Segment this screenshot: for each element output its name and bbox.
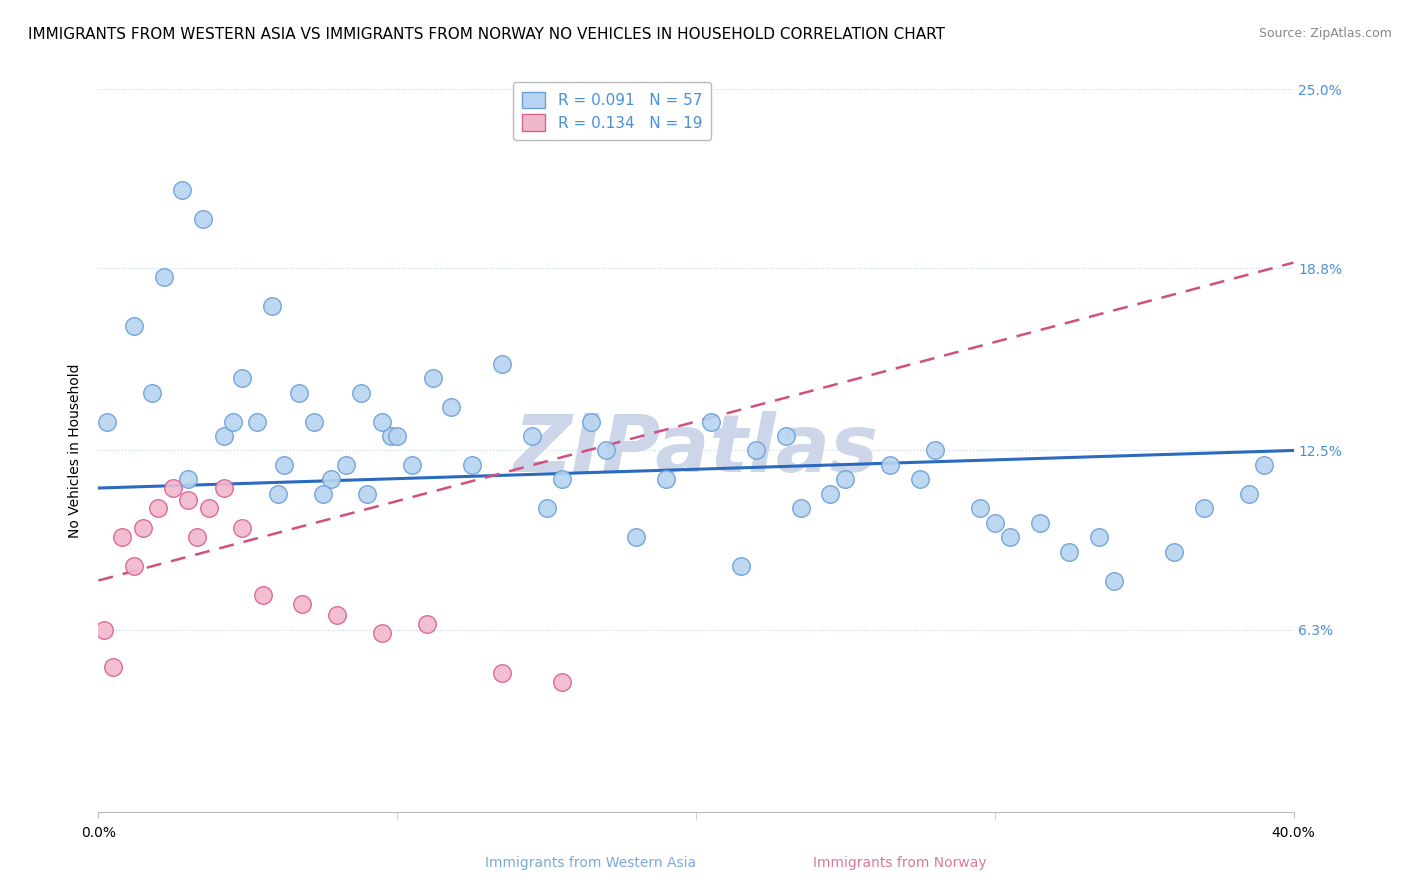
- Point: [302, 415, 325, 429]
- Y-axis label: No Vehicles in Household: No Vehicles in Household: [69, 363, 83, 538]
- Point: [177, 492, 200, 507]
- Point: [356, 487, 378, 501]
- Point: [700, 415, 723, 429]
- Text: ZIPatlas: ZIPatlas: [513, 411, 879, 490]
- Point: [1237, 487, 1260, 501]
- Point: [820, 487, 842, 501]
- Point: [222, 415, 245, 429]
- Point: [212, 481, 235, 495]
- Point: [491, 357, 513, 371]
- Point: [1253, 458, 1275, 472]
- Point: [745, 443, 768, 458]
- Point: [124, 559, 146, 574]
- Point: [422, 371, 444, 385]
- Point: [96, 415, 118, 429]
- Point: [371, 415, 394, 429]
- Point: [326, 608, 349, 623]
- Point: [655, 472, 678, 486]
- Point: [273, 458, 295, 472]
- Point: [924, 443, 946, 458]
- Point: [153, 270, 176, 285]
- Point: [93, 623, 115, 637]
- Point: [198, 501, 221, 516]
- Point: [775, 429, 797, 443]
- Point: [401, 458, 423, 472]
- Point: [1104, 574, 1126, 588]
- Point: [371, 625, 394, 640]
- Point: [595, 443, 617, 458]
- Point: [626, 530, 648, 544]
- Text: IMMIGRANTS FROM WESTERN ASIA VS IMMIGRANTS FROM NORWAY NO VEHICLES IN HOUSEHOLD : IMMIGRANTS FROM WESTERN ASIA VS IMMIGRAN…: [28, 27, 945, 42]
- Point: [124, 319, 146, 334]
- Point: [111, 530, 134, 544]
- Point: [491, 665, 513, 680]
- Point: [1088, 530, 1111, 544]
- Point: [177, 472, 200, 486]
- Point: [321, 472, 343, 486]
- Point: [141, 385, 163, 400]
- Point: [335, 458, 357, 472]
- Point: [291, 597, 314, 611]
- Point: [730, 559, 752, 574]
- Text: Immigrants from Western Asia: Immigrants from Western Asia: [485, 855, 696, 870]
- Point: [520, 429, 543, 443]
- Point: [998, 530, 1021, 544]
- Point: [380, 429, 402, 443]
- Point: [536, 501, 558, 516]
- Point: [252, 588, 274, 602]
- Point: [1163, 544, 1185, 558]
- Point: [440, 400, 463, 414]
- Point: [969, 501, 991, 516]
- Point: [834, 472, 856, 486]
- Point: [1028, 516, 1050, 530]
- Point: [186, 530, 208, 544]
- Point: [416, 616, 439, 631]
- Point: [879, 458, 901, 472]
- Point: [212, 429, 235, 443]
- Point: [148, 501, 170, 516]
- Point: [350, 385, 373, 400]
- Point: [172, 183, 194, 197]
- Legend: R = 0.091   N = 57, R = 0.134   N = 19: R = 0.091 N = 57, R = 0.134 N = 19: [513, 82, 711, 140]
- Point: [550, 674, 572, 689]
- Point: [581, 415, 603, 429]
- Point: [246, 415, 269, 429]
- Text: Immigrants from Norway: Immigrants from Norway: [813, 855, 987, 870]
- Point: [260, 299, 283, 313]
- Point: [103, 660, 125, 674]
- Point: [132, 521, 155, 535]
- Point: [1059, 544, 1081, 558]
- Point: [984, 516, 1007, 530]
- Point: [231, 371, 253, 385]
- Point: [162, 481, 184, 495]
- Point: [908, 472, 931, 486]
- Point: [191, 212, 214, 227]
- Point: [311, 487, 333, 501]
- Point: [1192, 501, 1215, 516]
- Point: [789, 501, 811, 516]
- Point: [231, 521, 253, 535]
- Point: [550, 472, 572, 486]
- Text: Source: ZipAtlas.com: Source: ZipAtlas.com: [1258, 27, 1392, 40]
- Point: [385, 429, 409, 443]
- Point: [287, 385, 309, 400]
- Point: [267, 487, 290, 501]
- Point: [461, 458, 484, 472]
